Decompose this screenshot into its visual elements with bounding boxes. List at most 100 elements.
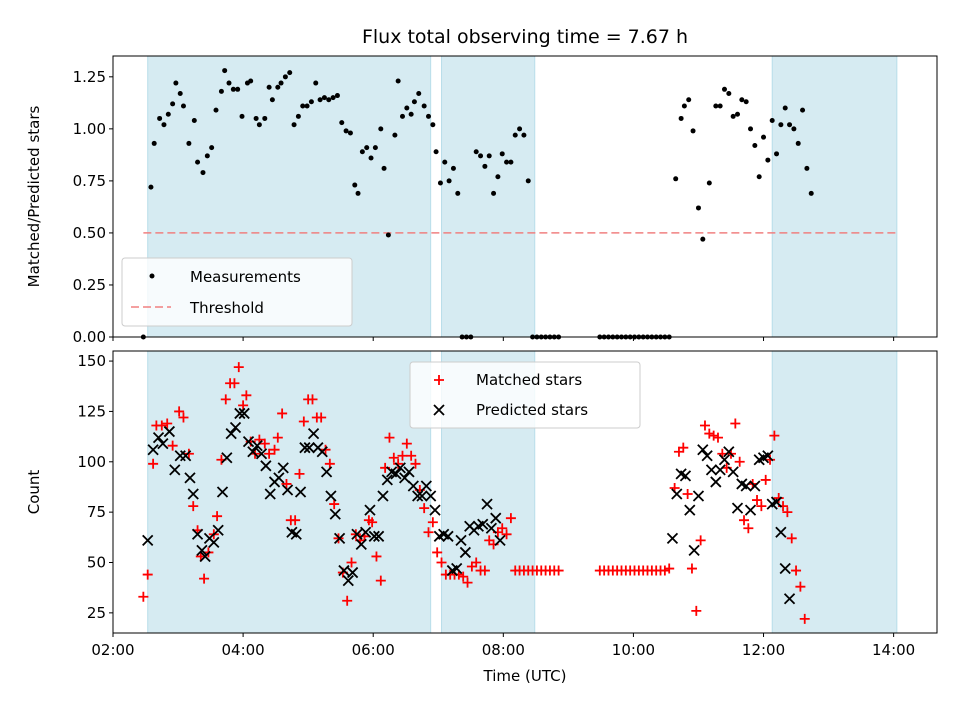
predicted-point — [684, 504, 696, 516]
predicted-point — [351, 528, 363, 540]
matched-point — [553, 565, 564, 576]
matched-point — [212, 511, 223, 522]
predicted-point — [247, 446, 259, 458]
measurement-point — [787, 122, 793, 128]
measurement-point — [517, 126, 523, 132]
matched-point — [760, 474, 771, 485]
measurement-point — [678, 115, 684, 121]
measurement-point — [372, 145, 378, 151]
matched-point — [678, 442, 689, 453]
measurement-point — [778, 122, 784, 128]
matched-point — [419, 503, 430, 514]
matched-point — [734, 456, 745, 467]
y-tick-label: 50 — [87, 554, 106, 572]
legend-label: Matched stars — [476, 371, 582, 389]
measurement-point — [278, 80, 284, 86]
measurement-point — [743, 99, 749, 105]
predicted-point — [455, 534, 467, 546]
measurement-point — [478, 153, 484, 159]
predicted-point — [783, 593, 796, 605]
predicted-point — [372, 530, 385, 542]
matched-point — [259, 438, 270, 449]
measurement-point — [486, 153, 492, 159]
measurement-point — [209, 145, 215, 151]
measurement-point — [239, 113, 245, 119]
matched-point — [436, 557, 447, 568]
predicted-point — [770, 496, 783, 508]
measurement-point — [334, 93, 340, 99]
measurement-point — [756, 174, 762, 180]
matched-point — [427, 517, 438, 528]
predicted-point — [251, 440, 263, 452]
matched-point — [769, 430, 780, 441]
series-predicted-stars — [142, 407, 796, 605]
y-tick-label: 0.50 — [73, 224, 106, 242]
matched-point — [786, 533, 797, 544]
measurement-point — [295, 113, 301, 119]
matched-point — [281, 478, 292, 489]
predicted-point — [346, 566, 359, 579]
predicted-point — [390, 468, 402, 480]
matched-point — [462, 577, 473, 588]
measurement-point — [395, 78, 401, 84]
measurement-point — [355, 190, 361, 196]
y-tick-label: 1.00 — [73, 120, 106, 138]
matched-point — [397, 450, 408, 461]
matched-point — [752, 495, 763, 506]
matched-point — [138, 591, 149, 602]
measurement-point — [173, 80, 179, 86]
measurement-point — [495, 174, 501, 180]
measurement-point — [525, 178, 531, 184]
legend-matched-marker — [434, 375, 444, 385]
predicted-point — [163, 425, 176, 438]
y-tick-label: 150 — [77, 352, 106, 370]
predicted-point — [294, 486, 307, 498]
y-tick-label: 0.00 — [73, 328, 106, 346]
x-tick-label: 14:00 — [872, 641, 915, 659]
matched-point — [505, 513, 516, 524]
measurement-point — [313, 80, 319, 86]
x-tick-label: 02:00 — [91, 641, 134, 659]
matched-point — [241, 390, 252, 401]
matched-point — [393, 458, 404, 469]
x-tick-label: 10:00 — [612, 641, 655, 659]
x-tick-label: 08:00 — [482, 641, 525, 659]
matched-point — [199, 573, 210, 584]
predicted-point — [425, 490, 437, 502]
measurement-point — [408, 111, 414, 117]
matched-point — [264, 448, 275, 459]
predicted-point — [762, 450, 774, 462]
predicted-point — [338, 564, 350, 577]
x-axis-label: Time (UTC) — [483, 667, 567, 685]
measurement-point — [204, 153, 210, 159]
measurement-point — [269, 97, 275, 103]
measurement-point — [385, 232, 391, 238]
measurement-point — [148, 184, 154, 190]
predicted-point — [229, 421, 242, 434]
measurement-point — [213, 107, 219, 113]
measurement-point — [437, 180, 443, 186]
predicted-point — [320, 466, 333, 478]
predicted-point — [333, 532, 346, 544]
measurement-point — [706, 180, 712, 186]
matched-point — [233, 362, 244, 373]
predicted-point — [671, 488, 683, 500]
predicted-point — [225, 427, 237, 440]
measurement-point — [491, 190, 497, 196]
measurement-point — [186, 140, 192, 146]
predicted-point — [714, 464, 726, 476]
matched-point — [388, 452, 399, 463]
matched-point — [148, 458, 159, 469]
measurement-point — [795, 140, 801, 146]
matched-point — [220, 394, 231, 405]
measurement-point — [161, 122, 167, 128]
matched-point — [290, 515, 301, 526]
measurement-point — [446, 178, 452, 184]
matched-point — [791, 565, 802, 576]
predicted-point — [307, 427, 320, 440]
matched-point — [272, 432, 283, 443]
predicted-point — [242, 436, 255, 448]
predicted-point — [196, 544, 208, 557]
y-tick-label: 125 — [77, 402, 106, 420]
